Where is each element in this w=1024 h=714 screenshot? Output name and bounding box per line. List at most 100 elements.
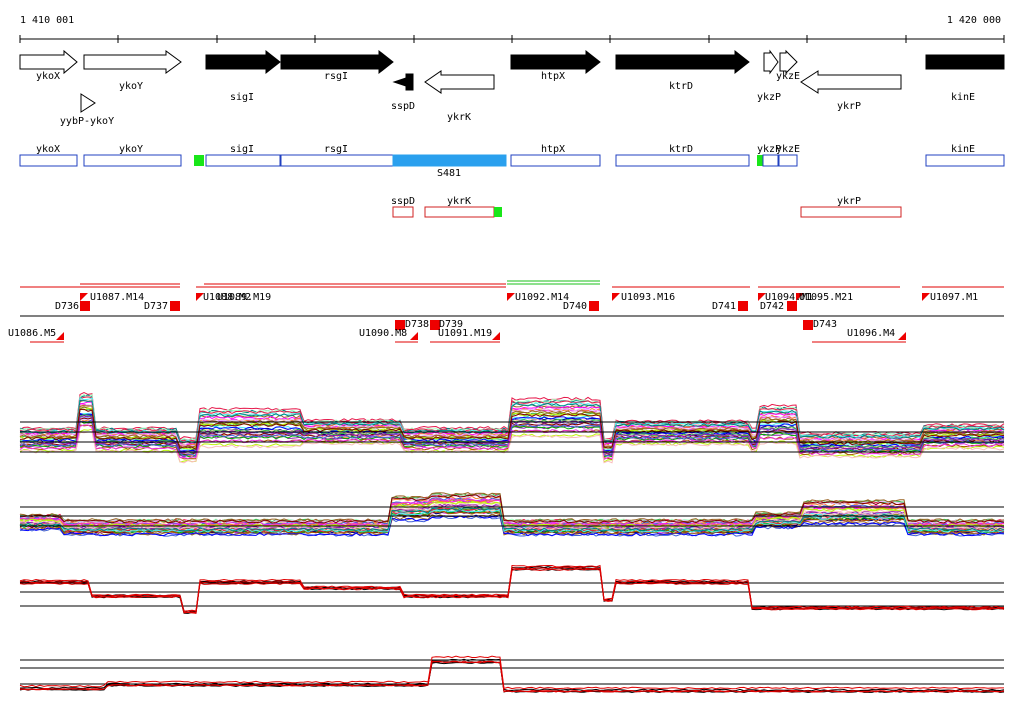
- expression-trace: [19, 655, 1004, 690]
- gene-ykzP[interactable]: ykzP: [757, 49, 781, 103]
- gene-htpX[interactable]: htpX: [510, 49, 601, 82]
- gene-arrow[interactable]: [779, 49, 798, 75]
- gene-arrow[interactable]: [280, 49, 394, 75]
- gene-label: sspD: [391, 101, 415, 112]
- gene-arrow[interactable]: [615, 49, 750, 75]
- gene-arrow[interactable]: [392, 73, 414, 91]
- tu-label: D743: [813, 319, 837, 330]
- gene-arrow[interactable]: [424, 70, 495, 94]
- tu-marker: [787, 301, 797, 311]
- expression-trace: [19, 506, 1005, 532]
- region-ykzE[interactable]: ykzE: [776, 144, 800, 167]
- region-S481[interactable]: S481: [392, 154, 507, 179]
- region-box[interactable]: [778, 154, 798, 167]
- expression-trace: [19, 412, 1005, 452]
- tu-label: D737: [144, 301, 168, 312]
- region-kinE[interactable]: kinE: [925, 144, 1005, 167]
- gene-arrow[interactable]: [763, 49, 779, 75]
- gene-ykzE[interactable]: ykzE: [776, 49, 800, 82]
- region-box[interactable]: [800, 206, 902, 218]
- region-ykoY[interactable]: ykoY: [83, 144, 182, 167]
- gene-yybP-ykoY[interactable]: yybP-ykoY: [60, 93, 114, 127]
- expression-panel-reverse-summary: [19, 655, 1005, 694]
- region-box[interactable]: [83, 154, 182, 167]
- gene-ykrP[interactable]: ykrP: [800, 70, 902, 112]
- region-box[interactable]: [392, 206, 414, 218]
- gene-arrow[interactable]: [19, 49, 78, 75]
- region-sspD[interactable]: sspD: [391, 196, 415, 218]
- region-label: ykrK: [447, 196, 471, 207]
- tu-label: U1091.M19: [438, 328, 492, 339]
- region-ykrK[interactable]: ykrK: [424, 196, 495, 218]
- gene-ykoY[interactable]: ykoY: [83, 50, 182, 92]
- region-ktrD[interactable]: ktrD: [615, 144, 750, 167]
- expression-trace: [19, 568, 1005, 614]
- tu-boxes: [80, 301, 813, 330]
- gene-label: ykrK: [447, 112, 471, 123]
- tu-label: U1086.M5: [8, 328, 56, 339]
- gene-kinE[interactable]: kinE: [925, 54, 1005, 103]
- region-box[interactable]: [424, 206, 495, 218]
- gene-label: yybP-ykoY: [60, 116, 114, 127]
- gene-track: ykoX ykoY yybP-ykoY sigI rsgI sspD ykrK: [19, 49, 1005, 127]
- tu-marker: [803, 320, 813, 330]
- expression-trace: [19, 564, 1004, 612]
- region-ykzP[interactable]: ykzP: [757, 144, 781, 167]
- gene-label: ykoY: [119, 81, 143, 92]
- ruler-start-label: 1 410 001: [20, 15, 74, 26]
- region-box[interactable]: [392, 154, 507, 167]
- gene-rsgI[interactable]: rsgI: [280, 49, 394, 82]
- gene-label: ykzP: [757, 92, 781, 103]
- tu-marker: [395, 320, 405, 330]
- expression-trace: [19, 514, 1005, 537]
- tu-label: U1088.M2: [203, 292, 251, 303]
- region-box[interactable]: [925, 154, 1005, 167]
- gene-label: ykoX: [36, 71, 60, 82]
- tu-label: D740: [563, 301, 587, 312]
- region-box[interactable]: [510, 154, 601, 167]
- region-rsgI[interactable]: rsgI: [280, 144, 394, 167]
- gene-label: rsgI: [324, 71, 348, 82]
- gene-arrow[interactable]: [925, 54, 1005, 70]
- region-sigI[interactable]: sigI: [205, 144, 281, 167]
- tu-label: U1087.M14: [90, 292, 144, 303]
- gene-arrow[interactable]: [80, 93, 96, 113]
- region-box[interactable]: [280, 154, 394, 167]
- region-htpX[interactable]: htpX: [510, 144, 601, 167]
- gene-ktrD[interactable]: ktrD: [615, 49, 750, 92]
- region-label: ykoX: [36, 144, 60, 155]
- tu-label: D742: [760, 301, 784, 312]
- gene-arrow[interactable]: [205, 49, 281, 75]
- region-box[interactable]: [762, 154, 779, 167]
- gene-ykrK[interactable]: ykrK: [424, 70, 495, 123]
- gene-arrow[interactable]: [510, 49, 601, 75]
- tu-span-lines: [20, 283, 1004, 343]
- expression-trace: [19, 404, 1005, 447]
- expression-trace: [19, 658, 1005, 692]
- gene-arrow[interactable]: [800, 70, 902, 94]
- marker-green: [494, 207, 502, 217]
- reverse-region-track: sspD ykrK ykrP: [391, 196, 902, 218]
- expression-trace: [19, 510, 1005, 534]
- gene-sspD[interactable]: sspD: [391, 73, 415, 112]
- tu-label: U1095.M21: [799, 292, 853, 303]
- gene-label: ykzE: [776, 71, 800, 82]
- tu-marker: [80, 301, 90, 311]
- expression-trace: [19, 404, 1005, 447]
- tu-label: D741: [712, 301, 736, 312]
- gene-sigI[interactable]: sigI: [205, 49, 281, 103]
- region-label: htpX: [541, 144, 565, 155]
- region-box[interactable]: [19, 154, 78, 167]
- region-box[interactable]: [615, 154, 750, 167]
- region-ykoX[interactable]: ykoX: [19, 144, 78, 167]
- forward-region-track: ykoX ykoY sigI rsgI S481 htpX ktrD: [19, 144, 1005, 179]
- region-box[interactable]: [205, 154, 281, 167]
- tu-marker: [589, 301, 599, 311]
- gene-arrow[interactable]: [83, 50, 182, 74]
- region-ykrP[interactable]: ykrP: [800, 196, 902, 218]
- gene-ykoX[interactable]: ykoX: [19, 49, 78, 82]
- region-label: sigI: [230, 144, 254, 155]
- tu-label: U1097.M1: [930, 292, 978, 303]
- gene-label: kinE: [951, 92, 975, 103]
